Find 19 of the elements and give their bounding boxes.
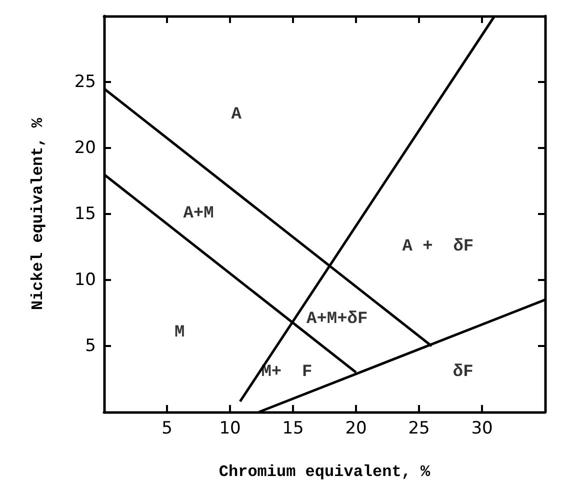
x-tick-label: 25 (408, 418, 430, 438)
x-tick-label: 5 (162, 418, 172, 438)
annotation: A (231, 106, 242, 124)
y-tick-label: 20 (74, 138, 96, 158)
y-tick-label: 25 (74, 72, 96, 92)
y-tick-label: 5 (85, 336, 96, 356)
x-tick-label: 10 (219, 418, 241, 438)
annotation: A+M+δF (306, 310, 368, 330)
x-tick-label: 30 (471, 418, 493, 438)
x-tick-label: 20 (345, 418, 367, 438)
x-axis-title: Chromium equivalent, % (218, 463, 431, 481)
y-axis-title: Nickel equivalent, % (29, 118, 47, 310)
x-tick-label: 15 (282, 418, 304, 438)
annotation: A+M (183, 204, 214, 224)
annotation: δF (452, 362, 474, 382)
y-tick-label: 10 (74, 270, 96, 290)
annotation: A + δF (402, 238, 474, 256)
y-tick-label: 15 (74, 204, 96, 224)
annotation: M (174, 323, 185, 342)
